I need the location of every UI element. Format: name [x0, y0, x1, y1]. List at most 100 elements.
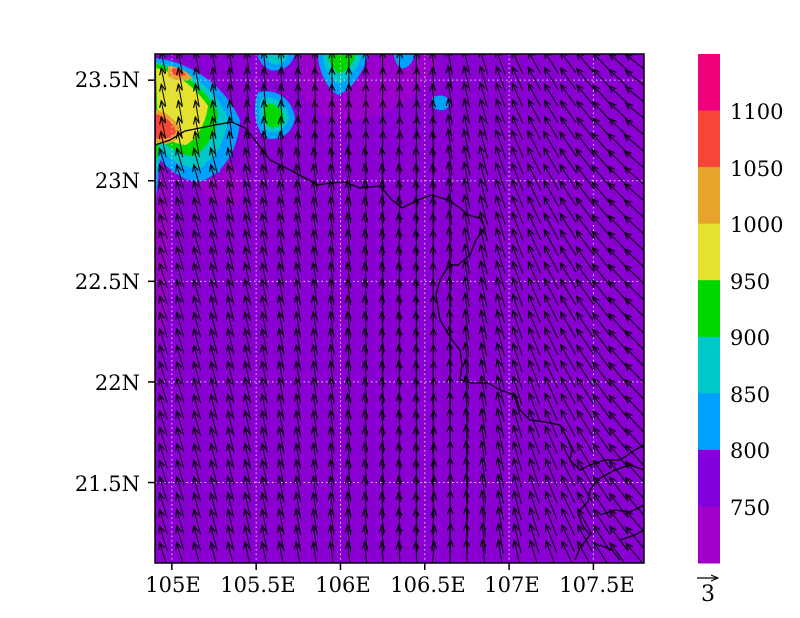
wind-vector	[161, 132, 167, 158]
wind-vector	[211, 263, 218, 289]
wind-vector	[497, 278, 506, 307]
wind-vector	[228, 526, 235, 552]
wind-vector	[578, 542, 590, 563]
wind-vector	[529, 295, 541, 323]
wind-vector	[593, 411, 611, 436]
wind-vector	[561, 394, 576, 421]
colorbar-label-1100: 1100	[730, 100, 783, 124]
wind-vector	[177, 247, 185, 272]
wind-vector	[449, 195, 452, 225]
field-blue-spot	[432, 95, 450, 111]
wind-vector	[577, 362, 594, 388]
wind-vector	[545, 377, 558, 405]
wind-vector	[544, 246, 559, 273]
wind-vector	[577, 85, 594, 106]
wind-vector	[211, 345, 218, 371]
wind-vector	[560, 132, 578, 157]
wind-vector	[160, 493, 168, 519]
wind-vector	[512, 262, 524, 290]
wind-vector	[177, 477, 185, 502]
wind-vector	[160, 362, 168, 387]
wind-vector	[610, 510, 629, 535]
wind-vector	[228, 477, 235, 502]
wind-vector	[194, 395, 202, 420]
wind-vector	[228, 329, 235, 355]
wind-vector	[562, 476, 576, 503]
wind-vector	[160, 345, 168, 371]
wind-vector	[561, 296, 577, 322]
lon-label-105: 105E	[145, 573, 200, 597]
wind-vector	[330, 542, 334, 563]
wind-vector	[177, 542, 184, 563]
wind-vector	[177, 362, 185, 387]
wind-vector	[262, 542, 267, 563]
wind-vector	[498, 425, 505, 455]
wind-vector	[448, 179, 451, 209]
wind-vector	[160, 395, 168, 420]
wind-vector	[545, 117, 559, 140]
wind-vector	[449, 310, 451, 340]
wind-vector	[545, 312, 559, 339]
wind-vector	[228, 312, 235, 338]
wind-vector	[577, 329, 594, 355]
wind-vector	[497, 409, 505, 439]
wind-vector	[160, 378, 168, 404]
colorbar-label-1000: 1000	[730, 213, 783, 237]
wind-vector	[497, 392, 505, 422]
wind-vector	[177, 526, 185, 551]
wind-vector	[528, 100, 541, 124]
wind-vector	[546, 508, 558, 537]
wind-vector	[464, 195, 471, 225]
wind-vector	[211, 230, 218, 256]
wind-vector	[577, 394, 594, 421]
wind-vector	[546, 524, 558, 553]
wind-vector	[448, 129, 453, 160]
wind-vector	[514, 475, 522, 504]
wind-vector	[577, 69, 594, 89]
wind-vector	[544, 279, 559, 306]
colorbar-label-950: 950	[730, 270, 770, 294]
wind-vector	[544, 148, 560, 174]
colorbar-label-1050: 1050	[730, 157, 783, 181]
wind-vector	[177, 230, 185, 256]
wind-vector	[528, 196, 542, 224]
wind-vector	[178, 132, 184, 158]
colorbar-label-800: 800	[730, 439, 770, 463]
wind-vector	[160, 263, 168, 289]
wind-vector	[626, 494, 644, 517]
wind-vector	[626, 87, 644, 103]
wind-vector	[211, 444, 218, 470]
wind-vector	[560, 263, 577, 289]
wind-vector	[562, 492, 576, 520]
wind-vector	[160, 329, 168, 354]
colorbar-swatch-1	[698, 110, 720, 168]
wind-vector	[228, 509, 235, 535]
wind-vector	[576, 231, 595, 256]
wind-vector	[194, 263, 202, 289]
wind-vector	[177, 280, 185, 305]
wind-vector	[160, 477, 168, 502]
wind-vector	[529, 409, 541, 438]
wind-vector	[561, 443, 576, 470]
wind-vector	[624, 200, 644, 219]
wind-vector	[416, 542, 417, 563]
lat-label-21-5: 21.5N	[75, 472, 140, 496]
plot-area	[155, 54, 644, 563]
wind-vector	[194, 526, 202, 552]
colorbar-swatch-6	[698, 393, 720, 451]
wind-vector	[545, 426, 558, 454]
wind-vector	[228, 362, 235, 387]
wind-vector	[482, 458, 487, 488]
wind-vector	[432, 542, 435, 563]
wind-vector	[399, 542, 401, 563]
wind-vector	[529, 116, 541, 140]
wind-vector	[449, 294, 451, 324]
wind-vector	[625, 331, 644, 351]
wind-vector	[609, 103, 629, 121]
wind-vector	[482, 491, 486, 521]
wind-vector	[466, 392, 469, 423]
wind-vector	[576, 182, 595, 206]
wind-vector	[228, 394, 235, 420]
wind-vector	[545, 328, 559, 356]
wind-vector	[514, 524, 522, 554]
